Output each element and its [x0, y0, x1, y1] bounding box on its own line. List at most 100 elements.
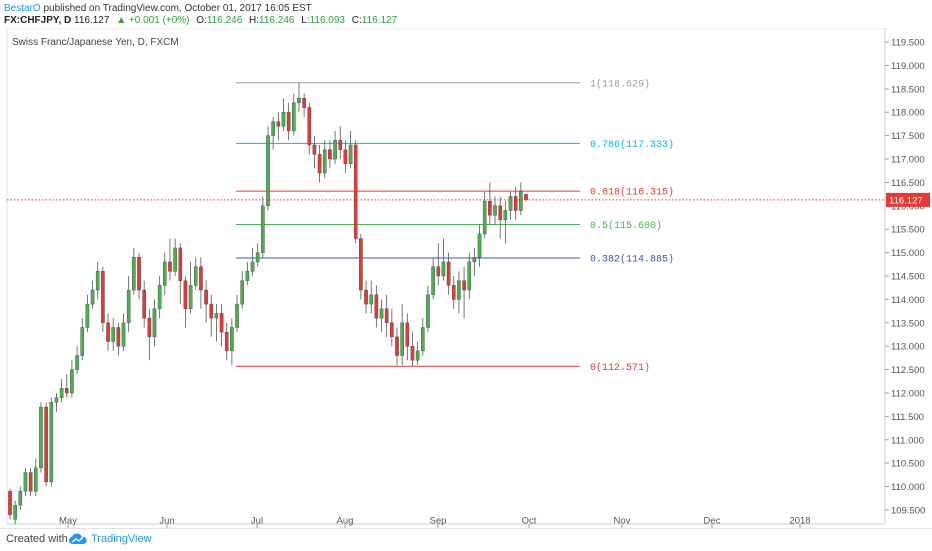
candle-body: [498, 205, 502, 221]
fib-level-label: 1(118.629): [590, 78, 650, 90]
candle-body: [90, 289, 95, 305]
candle-body: [374, 294, 379, 319]
open-value: 116.246: [206, 15, 243, 26]
candle-body: [85, 303, 90, 328]
time-axis[interactable]: May Jun Jul Aug Sep Oct Nov Dec 2018: [59, 515, 811, 528]
candle-body: [488, 200, 492, 216]
footer-bar: Created with TradingView: [0, 528, 932, 551]
x-tick-label: 2018: [789, 515, 810, 526]
candle-body: [178, 247, 183, 281]
candle-body: [302, 97, 306, 108]
candle-body: [467, 261, 472, 291]
candle-body: [312, 144, 317, 155]
last-price-line: 116.127: [7, 192, 930, 207]
candle-body: [116, 327, 121, 347]
candle-body: [348, 144, 353, 164]
y-tick-label: 110.000: [891, 482, 925, 493]
candle-body: [142, 289, 146, 319]
candle-body: [49, 402, 54, 483]
high-label: H:: [249, 15, 260, 26]
chart-header: BestarO published on TradingView.com, Oc…: [0, 0, 932, 28]
candle-body: [431, 266, 435, 295]
fibonacci-retracement[interactable]: 1(118.629) 0.786(117.333) 0.618(116.315) 0.…: [236, 78, 674, 374]
candle-body: [276, 121, 281, 127]
fib-level-label: 0.382(114.885): [590, 253, 674, 265]
close-label: C:: [351, 15, 362, 26]
candle-body: [513, 196, 518, 211]
candle-body: [224, 331, 229, 352]
candle-body: [39, 406, 43, 469]
price-chart[interactable]: Swiss Franc/Japanese Yen, D, FXCM 109.50…: [0, 28, 932, 528]
candle-body: [482, 200, 487, 235]
x-tick-label: Jul: [251, 515, 263, 526]
candle-body: [281, 112, 286, 127]
low-label: L:: [301, 15, 310, 26]
candlestick-series: [8, 82, 528, 524]
y-tick-label: 111.500: [891, 412, 924, 423]
candle-body: [271, 121, 275, 136]
candle-body: [240, 280, 244, 305]
open-label: O:: [196, 15, 207, 26]
candle-body: [59, 388, 64, 398]
candle-body: [400, 322, 404, 356]
candle-body: [390, 322, 394, 338]
price-axis[interactable]: 109.500 110.000 110.500 111.000 111.500 112.0…: [885, 38, 925, 517]
candle-body: [508, 196, 513, 211]
candle-body: [219, 313, 224, 333]
up-arrow-icon: ▲: [116, 15, 127, 26]
candle-body: [410, 345, 415, 361]
y-tick-label: 114.500: [891, 272, 925, 283]
candle-body: [199, 266, 203, 291]
candle-body: [209, 303, 214, 319]
candle-body: [95, 271, 100, 291]
publish-line: BestarO published on TradingView.com, Oc…: [4, 3, 312, 14]
candle-body: [446, 261, 451, 286]
y-tick-label: 117.500: [891, 131, 925, 142]
tradingview-cloud-icon[interactable]: [68, 532, 88, 546]
candle-body: [359, 238, 363, 291]
fib-level-label: 0.786(117.333): [590, 139, 674, 151]
candle-body: [152, 308, 157, 338]
candle-body: [266, 135, 270, 207]
close-value: 116.127: [361, 15, 398, 26]
candle-body: [168, 261, 172, 272]
candle-body: [421, 327, 425, 352]
candle-body: [245, 271, 250, 281]
fib-level-label: 0.5(115.600): [590, 220, 662, 232]
candle-body: [369, 294, 373, 305]
candle-body: [64, 388, 69, 394]
y-tick-label: 109.500: [891, 505, 925, 516]
candle-body: [307, 107, 312, 146]
candle-body: [317, 154, 322, 174]
last-price: 116.127: [74, 15, 110, 26]
candle-body: [250, 261, 255, 272]
y-tick-label: 119.500: [891, 38, 925, 49]
y-tick-label: 110.500: [891, 459, 925, 470]
candle-body: [297, 97, 301, 104]
candle-body: [343, 149, 348, 164]
author-link[interactable]: BestarO: [4, 3, 41, 14]
candle-body: [261, 205, 265, 253]
candle-body: [183, 280, 188, 309]
candle-body: [157, 285, 162, 309]
y-tick-label: 119.000: [891, 61, 925, 72]
candle-body: [292, 102, 296, 132]
candle-body: [477, 233, 482, 258]
candle-body: [333, 140, 337, 160]
candle-body: [322, 149, 327, 174]
candle-body: [44, 406, 48, 483]
candle-body: [328, 149, 332, 160]
candle-body: [426, 294, 430, 328]
y-tick-label: 111.000: [891, 435, 924, 446]
candle-body: [524, 194, 528, 201]
symbol-interval: FX:CHFJPY, D: [4, 15, 72, 26]
y-tick-label: 118.000: [891, 108, 925, 119]
y-tick-label: 115.000: [891, 248, 925, 259]
x-tick-label: Oct: [522, 515, 537, 526]
x-tick-label: Dec: [704, 515, 721, 526]
candle-body: [286, 112, 291, 132]
candle-body: [8, 491, 12, 515]
y-tick-label: 115.500: [891, 225, 925, 236]
candle-body: [451, 285, 456, 300]
tradingview-brand[interactable]: TradingView: [91, 533, 152, 545]
